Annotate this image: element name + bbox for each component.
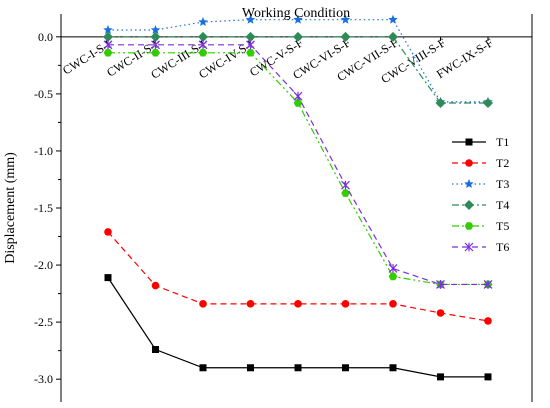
data-point-t6 <box>103 40 113 50</box>
data-point-t4 <box>103 31 113 42</box>
series-line-t1 <box>107 277 488 378</box>
data-point-t4 <box>150 31 161 42</box>
y-tick-label: -2.5 <box>34 315 53 329</box>
data-point-t3 <box>150 24 161 35</box>
legend-item-t1: T1 <box>452 135 509 149</box>
data-point-t3 <box>245 14 256 24</box>
legend-item-t2: T2 <box>452 156 509 170</box>
data-point-t1 <box>342 364 349 372</box>
series-t4 <box>103 31 493 109</box>
data-point-t4 <box>435 98 446 109</box>
data-point-t5 <box>388 272 398 281</box>
legend-label: T5 <box>496 219 509 233</box>
x-ticks: CWC-I-S-FCWC-II-S-FCWC-III-S-FCWC-IV-S-F… <box>60 35 496 86</box>
data-point-t1 <box>104 274 112 282</box>
data-point-t2 <box>246 300 255 308</box>
legend-marker <box>464 242 474 252</box>
legend-marker <box>465 138 473 146</box>
data-point-t1 <box>247 364 254 372</box>
series-line-t5 <box>108 52 488 286</box>
legend-item-t3: T3 <box>452 177 509 191</box>
y-axis-title: Displacement (mm) <box>3 152 18 264</box>
data-point-t4 <box>388 31 398 42</box>
y-tick-label: 0.0 <box>38 30 53 44</box>
y-ticks: -3.0 -2.5 -2.0 -1.5 -1.0 -0.5 0.0 <box>34 30 61 386</box>
data-point-t6 <box>388 264 398 273</box>
legend-marker <box>464 222 474 230</box>
legend-label: T3 <box>496 177 509 191</box>
legend-label: T2 <box>496 156 509 170</box>
data-point-t6 <box>436 280 445 289</box>
data-point-t6 <box>483 280 493 289</box>
data-point-t2 <box>341 300 350 308</box>
data-point-t5 <box>293 99 303 107</box>
legend-item-t4: T4 <box>452 198 509 212</box>
data-point-t3 <box>293 14 303 24</box>
series-layer <box>103 14 493 381</box>
data-point-t5 <box>341 189 350 197</box>
data-point-t3 <box>103 24 113 35</box>
data-point-t6 <box>198 40 208 50</box>
series-t2 <box>104 228 492 325</box>
data-point-t3 <box>388 14 398 24</box>
data-point-t2 <box>484 317 492 325</box>
data-point-t2 <box>294 300 302 308</box>
series-t5 <box>103 49 493 289</box>
data-point-t2 <box>199 300 207 308</box>
data-point-t5 <box>151 49 160 57</box>
data-point-t1 <box>484 373 492 381</box>
data-point-t1 <box>294 364 302 372</box>
data-point-t2 <box>151 281 160 290</box>
data-point-t1 <box>437 373 444 381</box>
y-tick-label: -2.0 <box>34 258 53 272</box>
y-tick-label: -0.5 <box>34 87 53 101</box>
data-point-t6 <box>341 180 350 190</box>
data-point-t1 <box>389 364 397 372</box>
legend-label: T6 <box>496 240 509 254</box>
data-point-t6 <box>293 91 303 101</box>
data-point-t1 <box>152 346 159 354</box>
data-point-t4 <box>245 31 256 42</box>
data-point-t4 <box>340 31 351 42</box>
legend-item-t6: T6 <box>452 240 509 254</box>
legend-marker <box>464 200 474 210</box>
data-point-t2 <box>104 228 112 236</box>
data-point-t1 <box>199 364 207 372</box>
x-axis-title: Working Condition <box>242 6 350 21</box>
data-point-t6 <box>246 40 255 50</box>
legend-marker <box>464 179 474 189</box>
data-point-t2 <box>436 309 445 317</box>
legend-label: T1 <box>496 135 509 149</box>
data-point-t2 <box>389 300 397 308</box>
legend: T1 T2 T3 T4 T5 T6 <box>452 135 509 254</box>
legend-marker <box>465 159 473 167</box>
series-line-t2 <box>107 231 489 322</box>
series-line-t3 <box>108 19 488 103</box>
data-point-t6 <box>151 40 160 50</box>
y-tick-label: -1.0 <box>34 144 53 158</box>
y-tick-label: -1.5 <box>34 201 53 215</box>
data-point-t5 <box>198 49 208 57</box>
legend-label: T4 <box>496 198 509 212</box>
series-t6 <box>103 40 493 289</box>
data-point-t3 <box>198 16 208 27</box>
data-point-t5 <box>246 49 255 57</box>
series-t1 <box>104 274 492 381</box>
y-tick-label: -3.0 <box>34 372 53 386</box>
data-point-t4 <box>198 31 208 42</box>
legend-item-t5: T5 <box>452 219 509 233</box>
data-point-t4 <box>483 98 493 109</box>
data-point-t4 <box>293 31 303 42</box>
data-point-t5 <box>103 49 113 57</box>
data-point-t3 <box>340 14 351 24</box>
